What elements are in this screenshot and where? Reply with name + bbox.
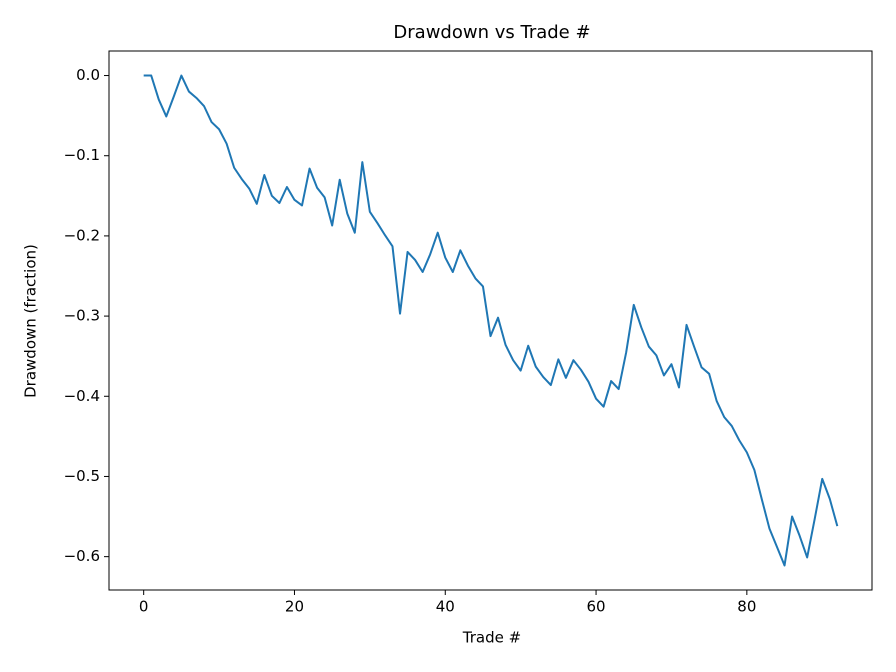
x-tick-label: 0 xyxy=(139,598,149,616)
y-tick-label: 0.0 xyxy=(76,66,100,84)
x-tick-label: 20 xyxy=(285,598,304,616)
y-tick-label: −0.3 xyxy=(64,307,100,325)
x-tick-label: 80 xyxy=(737,598,756,616)
y-tick-label: −0.6 xyxy=(64,547,100,565)
x-tick-label: 40 xyxy=(436,598,455,616)
plot-frame xyxy=(108,50,873,591)
y-axis-label: Drawdown (fraction) xyxy=(22,244,40,398)
y-tick-label: −0.2 xyxy=(64,226,100,244)
y-tick-label: −0.5 xyxy=(64,467,100,485)
y-tick-label: −0.1 xyxy=(64,146,100,164)
line-series xyxy=(143,74,839,567)
x-tick-label: 60 xyxy=(587,598,606,616)
x-axis-label: Trade # xyxy=(462,629,521,647)
chart-title: Drawdown vs Trade # xyxy=(393,22,590,43)
y-tick-label: −0.4 xyxy=(64,387,100,405)
